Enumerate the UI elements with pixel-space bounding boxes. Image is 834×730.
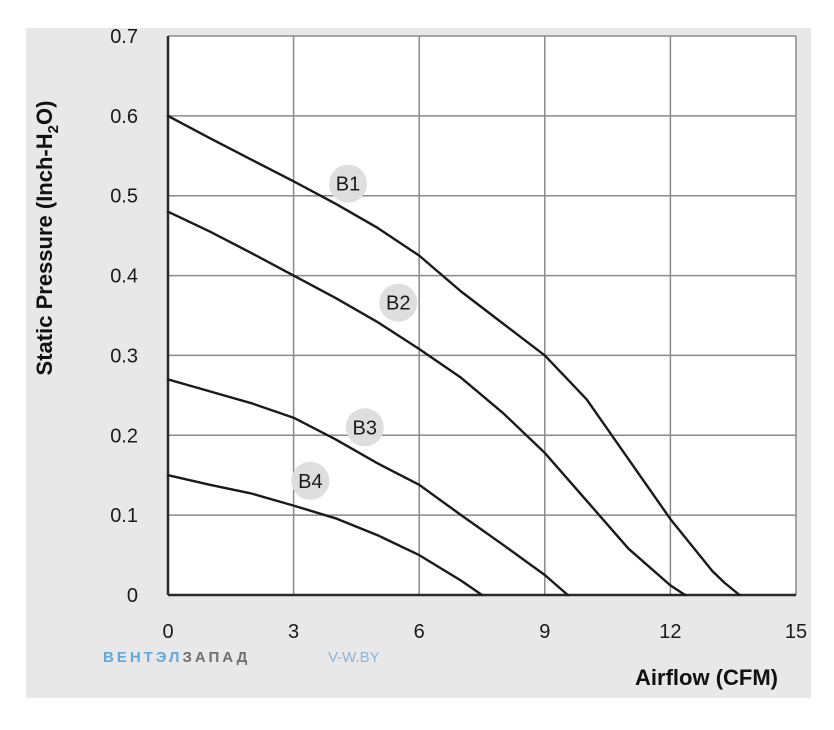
plot-area — [168, 36, 796, 595]
x-tick-label: 15 — [785, 621, 807, 643]
curve-b2 — [166, 210, 687, 597]
x-tick-label: 12 — [659, 621, 681, 643]
x-tick-label: 3 — [288, 621, 299, 643]
x-axis-title: Airflow (CFM) — [635, 665, 778, 690]
y-axis-tick-labels: 0 0.1 0.2 0.3 0.4 0.5 0.6 0.7 — [110, 26, 138, 607]
curve-label-bubble — [329, 164, 368, 203]
curve-b4 — [166, 474, 484, 597]
y-tick-label: 0.1 — [110, 505, 138, 527]
curve-label-bubble — [345, 408, 384, 447]
x-tick-label: 9 — [539, 621, 550, 643]
y-axis-title: Static Pressure (Inch-H2O) — [32, 101, 62, 376]
curve-label-b1: B1 — [336, 174, 360, 196]
y-tick-label: 0.4 — [110, 266, 138, 288]
curves — [166, 114, 741, 597]
grid-lines — [166, 35, 797, 597]
curve-label-b4: B4 — [298, 471, 322, 493]
curve-label-b2: B2 — [386, 293, 410, 315]
curve-labels: B1 B2 B3 B4 — [291, 164, 418, 500]
curve-label-bubble — [291, 461, 330, 500]
curve-b3 — [166, 378, 569, 597]
curve-label-b3: B3 — [353, 417, 377, 439]
y-tick-label: 0.2 — [110, 425, 138, 447]
x-axis-tick-labels: 0 3 6 9 12 15 — [162, 621, 807, 643]
x-tick-label: 6 — [414, 621, 425, 643]
curve-b1 — [166, 114, 741, 597]
y-tick-label: 0 — [127, 585, 138, 607]
y-tick-label: 0.6 — [110, 106, 138, 128]
y-tick-label: 0.5 — [110, 186, 138, 208]
x-tick-label: 0 — [162, 621, 173, 643]
curve-label-bubble — [379, 283, 418, 322]
y-tick-label: 0.7 — [110, 26, 138, 48]
watermark-brand: ВЕНТЭЛЗАПАД — [103, 649, 250, 666]
watermark-site: V-W.BY — [328, 649, 380, 666]
y-tick-label: 0.3 — [110, 345, 138, 367]
